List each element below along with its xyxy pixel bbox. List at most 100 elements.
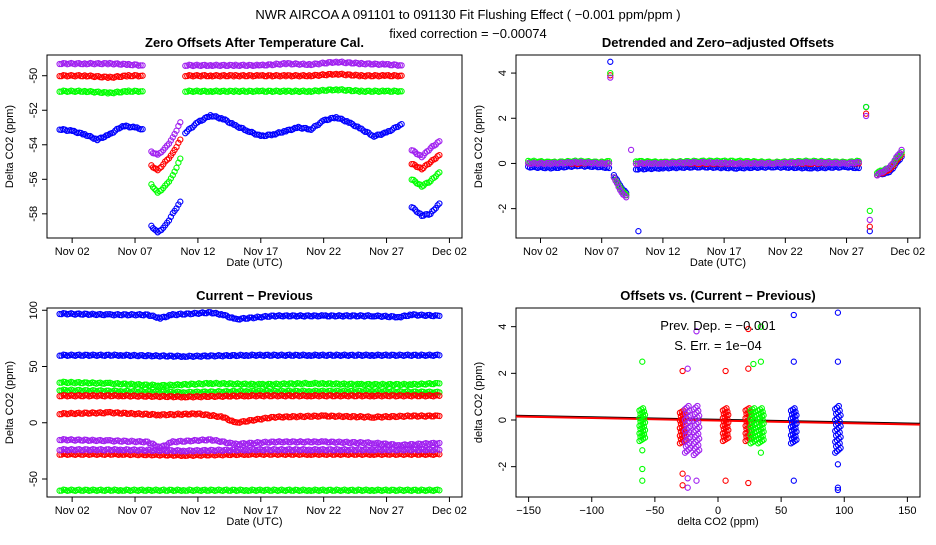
data-point <box>410 486 417 494</box>
annotation: Prev. Dep. = −0.001 <box>660 318 775 333</box>
data-point <box>261 62 268 69</box>
x-tick-label: Nov 22 <box>768 246 803 258</box>
outlier-point <box>607 74 614 81</box>
outlier-point <box>834 358 842 365</box>
data-point <box>436 392 443 399</box>
panel-title: Current − Previous <box>196 288 313 303</box>
data-point <box>410 204 417 212</box>
x-tick-label: Dec 02 <box>432 505 467 517</box>
scatter-cluster <box>755 323 767 456</box>
data-point <box>162 158 169 165</box>
data-point <box>78 446 85 454</box>
data-point <box>288 487 295 494</box>
y-axis-label: Delta CO2 (ppm) <box>4 361 16 444</box>
data-point <box>832 427 839 435</box>
data-point <box>262 486 270 494</box>
x-tick-label: Nov 17 <box>243 505 278 517</box>
plot-frame <box>515 54 921 239</box>
x-tick-label: 50 <box>775 505 787 517</box>
data-point <box>329 487 336 494</box>
data-point <box>425 160 432 168</box>
data-point <box>694 402 701 410</box>
y-axis-label: Delta CO2 (ppm) <box>473 105 485 188</box>
data-point <box>177 136 184 143</box>
data-point <box>610 174 618 181</box>
data-point <box>389 381 396 389</box>
data-point <box>285 313 292 320</box>
data-point <box>702 159 709 167</box>
data-point <box>388 446 395 453</box>
data-point <box>329 393 336 400</box>
data-point <box>219 116 227 123</box>
data-point <box>410 392 417 399</box>
y-tick-label: -50 <box>28 471 40 487</box>
outlier-point <box>679 470 686 477</box>
data-point <box>351 487 358 494</box>
data-point <box>159 411 166 418</box>
data-point <box>898 146 905 154</box>
x-tick-label: Nov 22 <box>306 505 341 517</box>
y-tick-label: -56 <box>28 171 40 187</box>
data-point <box>410 446 417 453</box>
data-point <box>387 72 394 80</box>
data-point <box>436 312 443 320</box>
data-point <box>690 440 697 447</box>
data-point <box>406 413 413 420</box>
data-point <box>85 132 92 140</box>
series-purple <box>56 58 443 161</box>
data-point <box>102 379 110 387</box>
x-tick-label: Dec 02 <box>432 246 467 258</box>
outlier-point <box>866 207 873 215</box>
data-point <box>264 313 271 320</box>
data-point <box>222 72 230 80</box>
data-point <box>139 88 146 95</box>
data-point <box>831 159 839 166</box>
x-tick-label: Nov 02 <box>55 246 90 258</box>
data-point <box>265 72 272 79</box>
data-point <box>81 446 89 453</box>
scatter-cluster <box>832 309 844 494</box>
series-red <box>56 70 443 174</box>
data-point <box>102 409 110 416</box>
data-point <box>104 437 112 444</box>
data-point <box>205 309 212 316</box>
outlier-point <box>639 465 646 473</box>
data-point <box>78 352 85 359</box>
data-point <box>416 164 424 171</box>
data-point <box>179 438 186 445</box>
y-tick-label: 2 <box>497 115 509 121</box>
x-axis-label: Date (UTC) <box>226 516 282 528</box>
x-axis-label: Date (UTC) <box>226 257 282 269</box>
series-green <box>525 69 905 215</box>
data-point <box>388 351 395 358</box>
data-point <box>102 311 110 318</box>
data-point <box>436 487 443 494</box>
data-point <box>182 62 189 69</box>
outlier-point <box>757 323 765 330</box>
data-point <box>137 88 144 95</box>
data-point <box>182 487 189 494</box>
data-point <box>142 311 149 318</box>
data-point <box>418 166 425 173</box>
data-point <box>104 311 112 318</box>
data-point <box>398 72 405 79</box>
data-point <box>167 137 175 144</box>
panel-title: Offsets vs. (Current − Previous) <box>620 288 815 303</box>
data-point <box>436 200 443 207</box>
data-point <box>315 121 322 129</box>
data-point <box>436 169 443 176</box>
panel-title: Detrended and Zero−adjusted Offsets <box>602 35 834 50</box>
data-point <box>344 59 352 66</box>
data-point <box>205 436 212 443</box>
panel-p4: Offsets vs. (Current − Previous) −150 −100… <box>473 288 921 528</box>
series-blue <box>525 58 905 235</box>
plot-area <box>516 309 920 494</box>
x-tick-label: 0 <box>715 505 721 517</box>
series-blue <box>56 112 443 236</box>
data-point <box>432 379 439 387</box>
data-point <box>430 174 438 181</box>
series-purple <box>56 436 443 455</box>
plot-area <box>56 309 443 494</box>
data-point <box>201 309 208 317</box>
series-red <box>525 72 905 230</box>
